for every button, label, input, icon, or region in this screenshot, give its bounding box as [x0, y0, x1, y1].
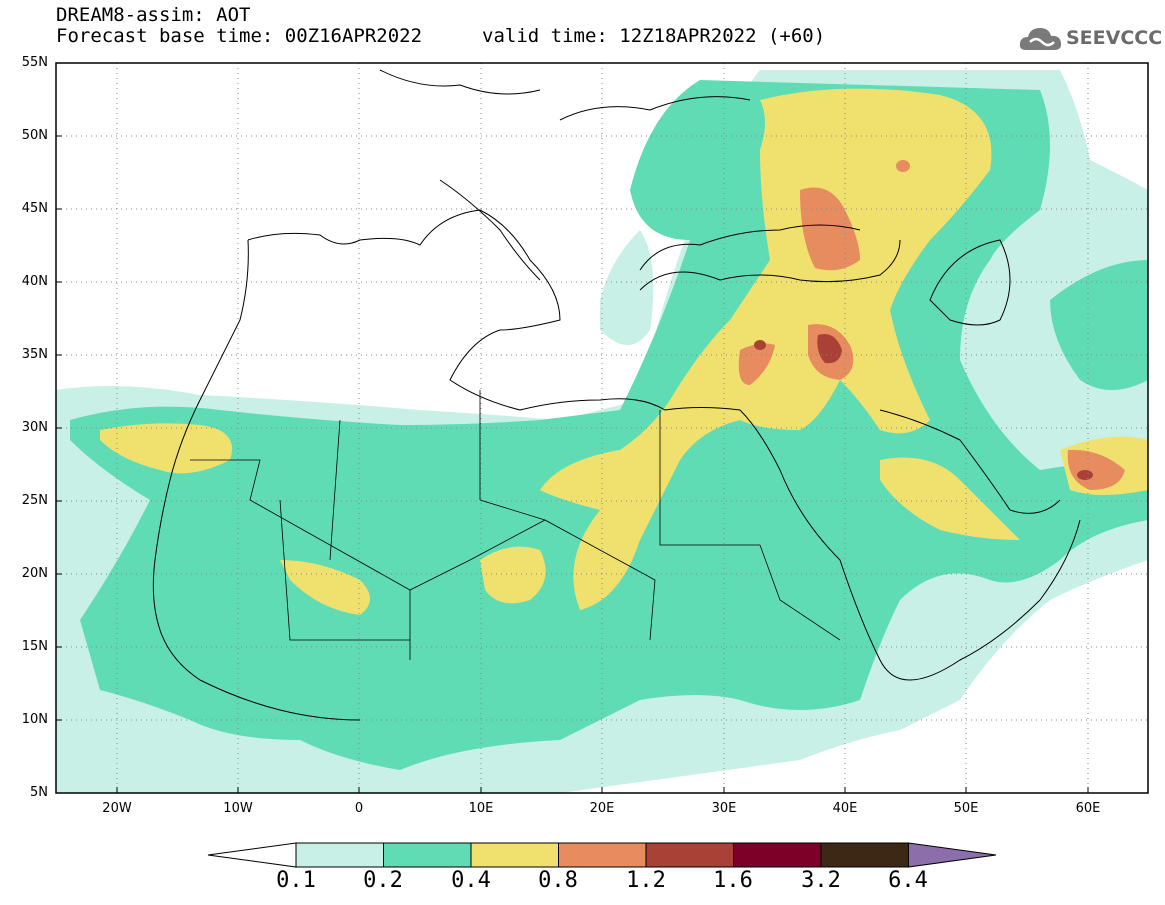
map-title: DREAM8-assim: AOT — [56, 4, 251, 26]
valid-time: valid time: 12Z18APR2022 (+60) — [482, 25, 826, 47]
colorbar-label: 0.2 — [363, 868, 403, 893]
coastlines — [152, 69, 1081, 721]
forecast-base-time: Forecast base time: 00Z16APR2022 — [56, 25, 423, 47]
colorbar-cell — [820, 842, 909, 868]
aot-field — [56, 63, 1148, 793]
lat-label: 40N — [21, 274, 48, 289]
lat-label: 35N — [21, 347, 48, 362]
colorbar-cell — [383, 842, 472, 868]
lon-label: 10E — [468, 801, 494, 816]
lat-label: 45N — [21, 201, 48, 216]
lon-label: 30E — [711, 801, 737, 816]
colorbar-label: 1.2 — [626, 868, 666, 893]
tick-marks — [56, 135, 1089, 793]
lon-label: 20W — [102, 801, 132, 816]
colorbar-label: 1.6 — [713, 868, 753, 893]
lon-label: 50E — [953, 801, 979, 816]
lat-label: 15N — [21, 639, 48, 654]
colorbar-cell — [733, 842, 822, 868]
colorbar-arrow-high — [908, 842, 997, 868]
aot-level-1.2 — [754, 334, 1093, 480]
cloud-icon — [1019, 28, 1062, 50]
colorbar-cell — [295, 842, 384, 868]
colorbar-cell — [558, 842, 647, 868]
lat-label: 10N — [21, 712, 48, 727]
lat-label: 55N — [21, 55, 48, 70]
lon-label: 0 — [354, 801, 364, 816]
lon-label: 20E — [589, 801, 615, 816]
lon-label: 10W — [223, 801, 253, 816]
seevccc-logo: SEEVCCC — [1018, 24, 1162, 56]
colorbar-label: 3.2 — [801, 868, 841, 893]
colorbar-label: 0.8 — [538, 868, 578, 893]
colorbar-arrow-low — [207, 842, 297, 868]
lat-label: 20N — [21, 566, 48, 581]
colorbar-label: 0.1 — [276, 868, 316, 893]
colorbar-label: 0.4 — [451, 868, 491, 893]
lat-label: 50N — [21, 128, 48, 143]
colorbar-cell — [470, 842, 559, 868]
logo-text: SEEVCCC — [1066, 27, 1163, 49]
lat-label: 30N — [21, 420, 48, 435]
lat-label: 25N — [21, 493, 48, 508]
lat-label: 5N — [30, 785, 48, 800]
colorbar-label: 6.4 — [888, 868, 928, 893]
graticule — [56, 63, 1148, 793]
country-borders — [190, 390, 841, 660]
lon-label: 60E — [1075, 801, 1101, 816]
colorbar-cell — [645, 842, 734, 868]
lon-label: 40E — [832, 801, 858, 816]
